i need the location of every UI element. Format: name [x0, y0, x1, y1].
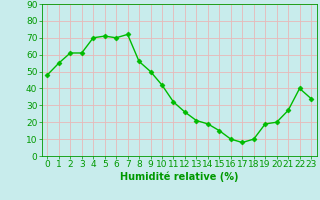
- X-axis label: Humidité relative (%): Humidité relative (%): [120, 172, 238, 182]
